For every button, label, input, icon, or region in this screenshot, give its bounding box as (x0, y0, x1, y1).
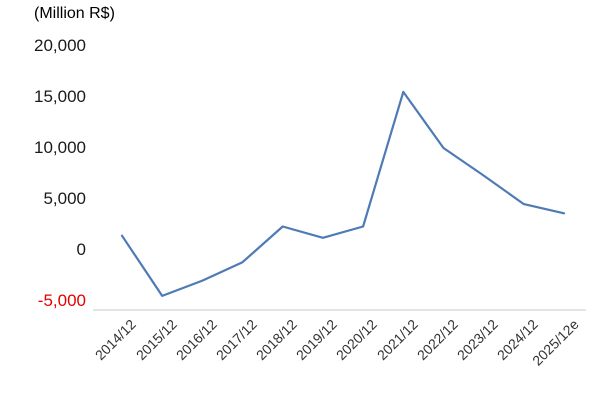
chart-title: (Million R$) (34, 5, 115, 22)
series-line (120, 90, 566, 297)
